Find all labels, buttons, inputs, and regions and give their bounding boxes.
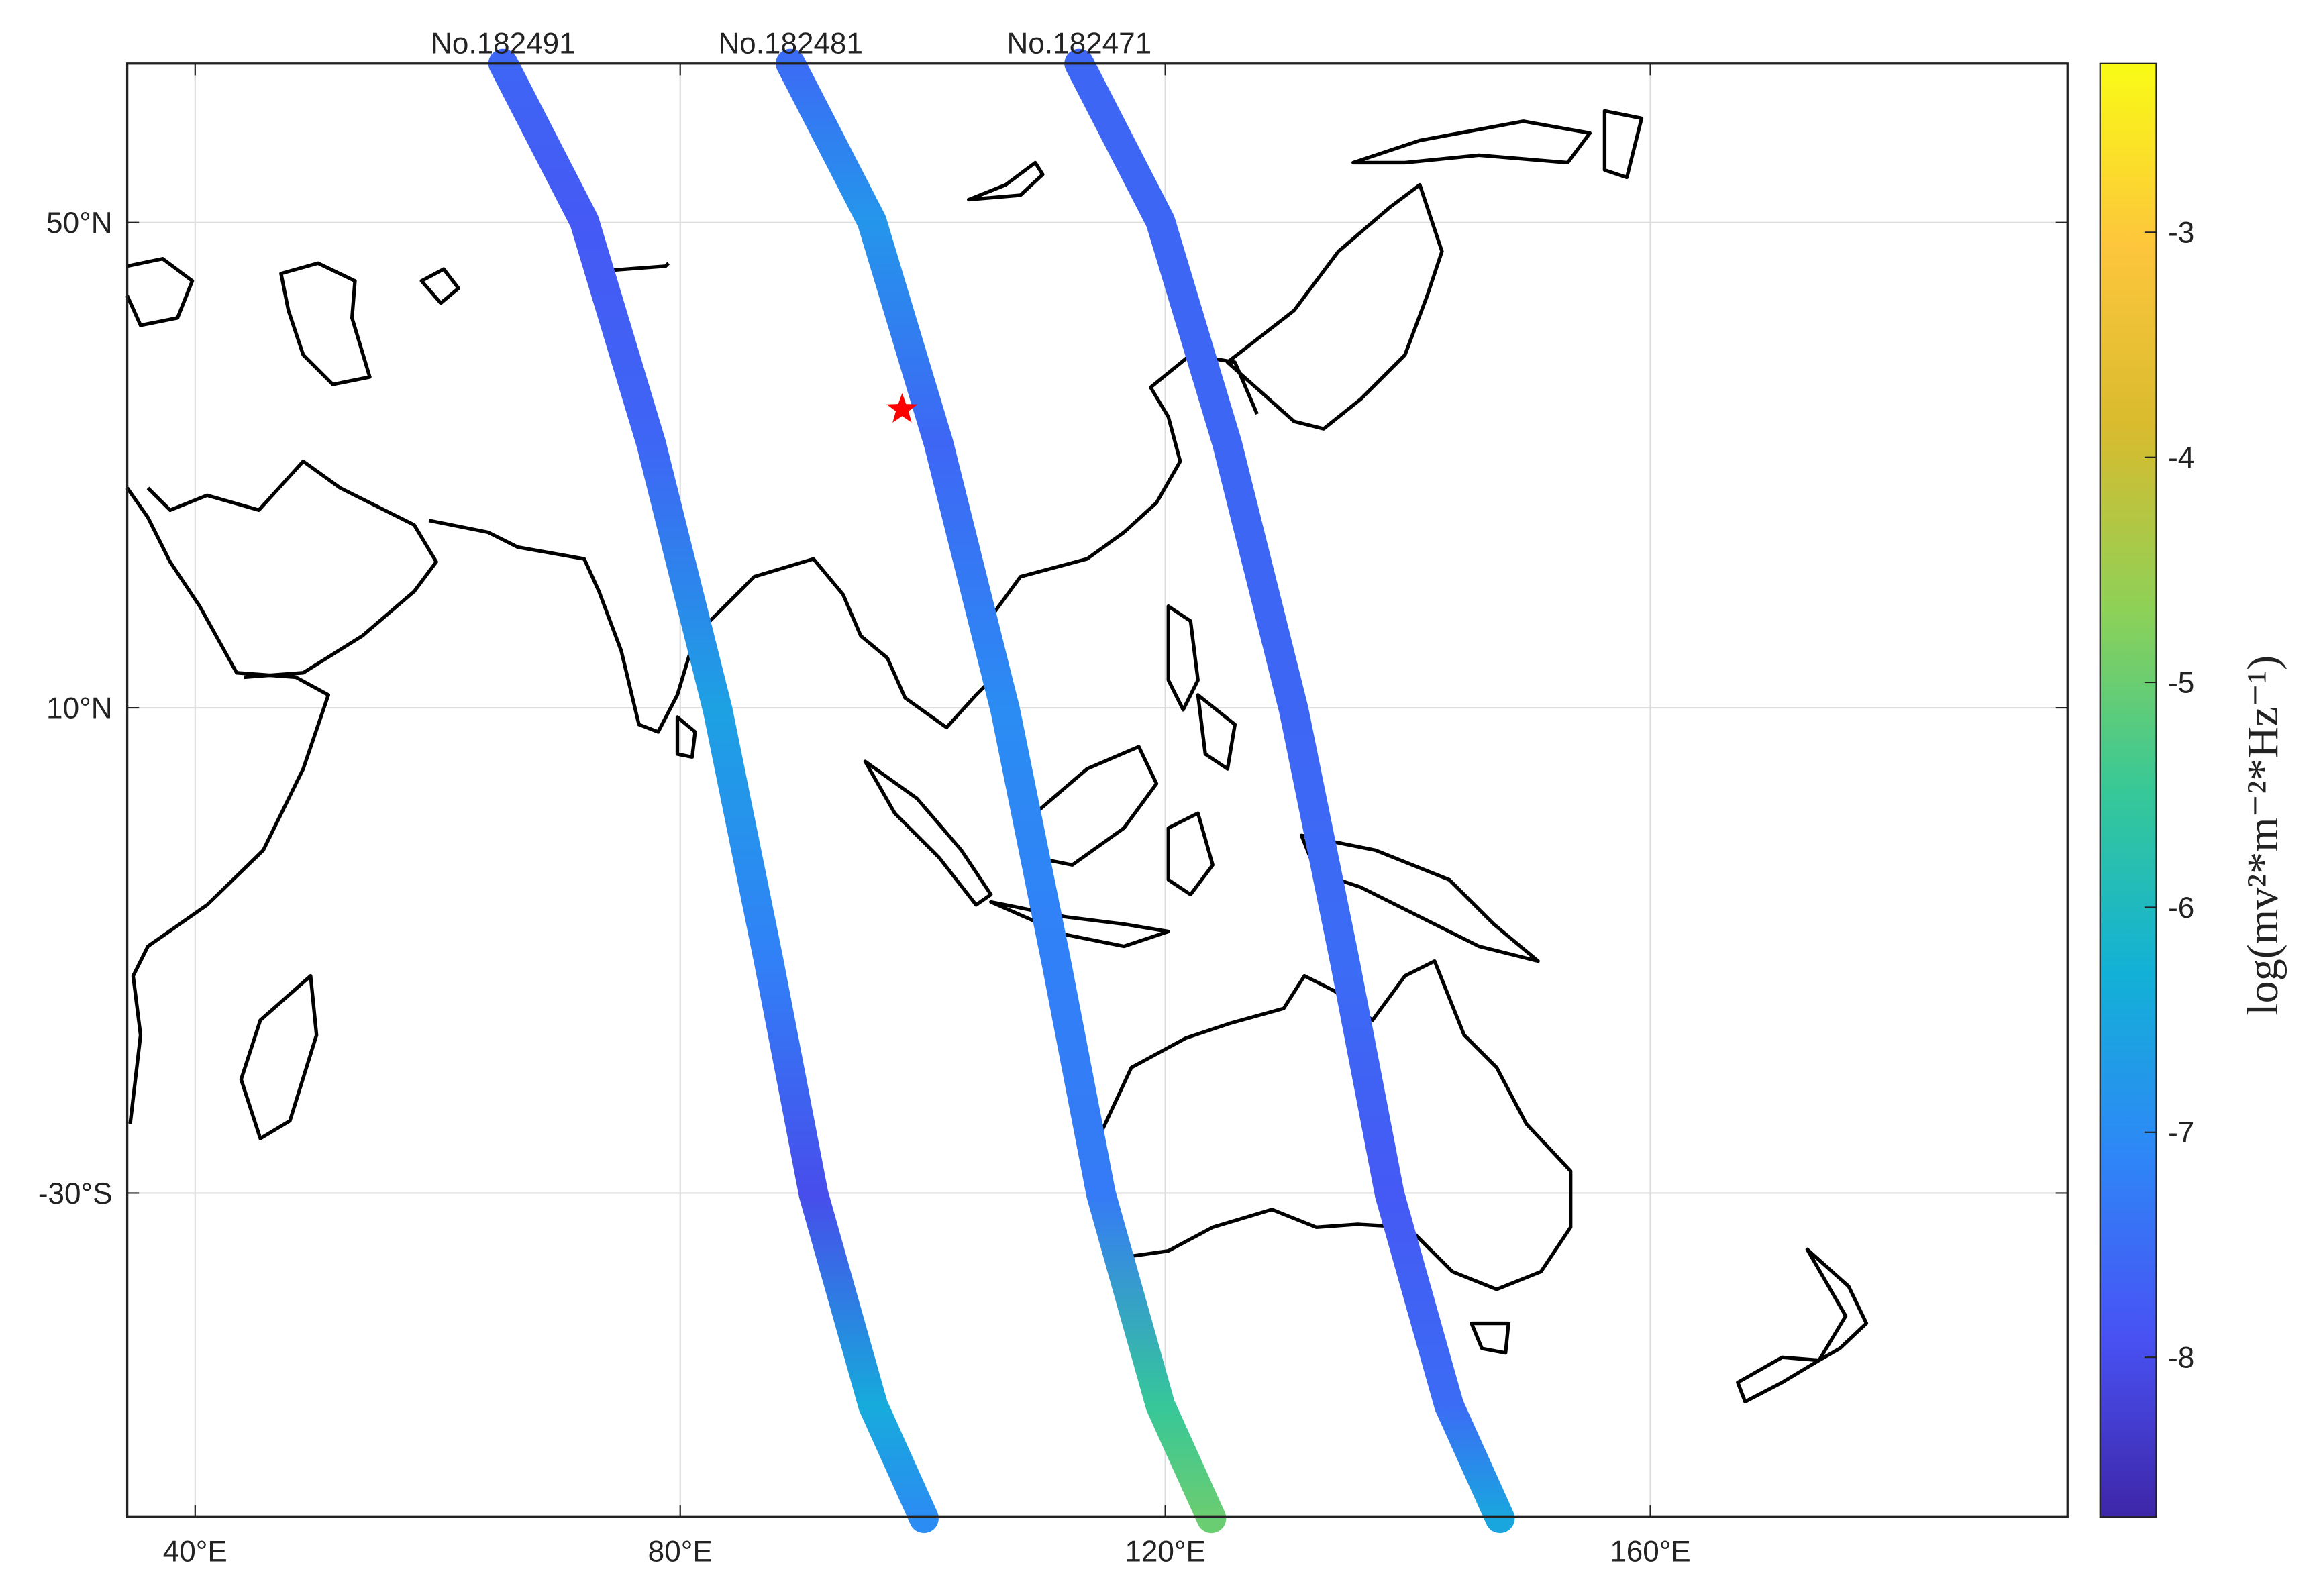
- colorbar-tick-label: -4: [2168, 441, 2194, 474]
- colorbar-tick-label: -8: [2168, 1342, 2194, 1375]
- satellite-track: [1064, 48, 1515, 1534]
- satellite-track: [776, 48, 1227, 1534]
- colorbar-tick-label: -6: [2168, 892, 2194, 924]
- colorbar-tick-label: -7: [2168, 1116, 2194, 1149]
- x-tick-label: 120°E: [1125, 1535, 1206, 1568]
- epicenter-marker: [886, 393, 918, 423]
- y-tick-label: -30°S: [38, 1177, 113, 1210]
- y-tick-label: 50°N: [46, 207, 113, 240]
- axes-frame: [125, 62, 2069, 1518]
- y-tick-label: 10°N: [46, 692, 113, 725]
- satellite-track: [488, 48, 939, 1534]
- x-tick-label: 80°E: [648, 1535, 713, 1568]
- colorbar-tick-label: -5: [2168, 666, 2194, 699]
- track-label: No.182491: [431, 27, 576, 60]
- colorbar-label: log(mv²*m⁻²*Hz⁻¹): [2238, 655, 2287, 1016]
- track-label: No.182481: [718, 27, 863, 60]
- colorbar-tick-label: -3: [2168, 217, 2194, 250]
- plot-area: [127, 63, 2068, 1518]
- x-tick-label: 40°E: [163, 1535, 227, 1568]
- colorbar: [2099, 62, 2157, 1518]
- track-label: No.182471: [1007, 27, 1151, 60]
- x-tick-label: 160°E: [1610, 1535, 1691, 1568]
